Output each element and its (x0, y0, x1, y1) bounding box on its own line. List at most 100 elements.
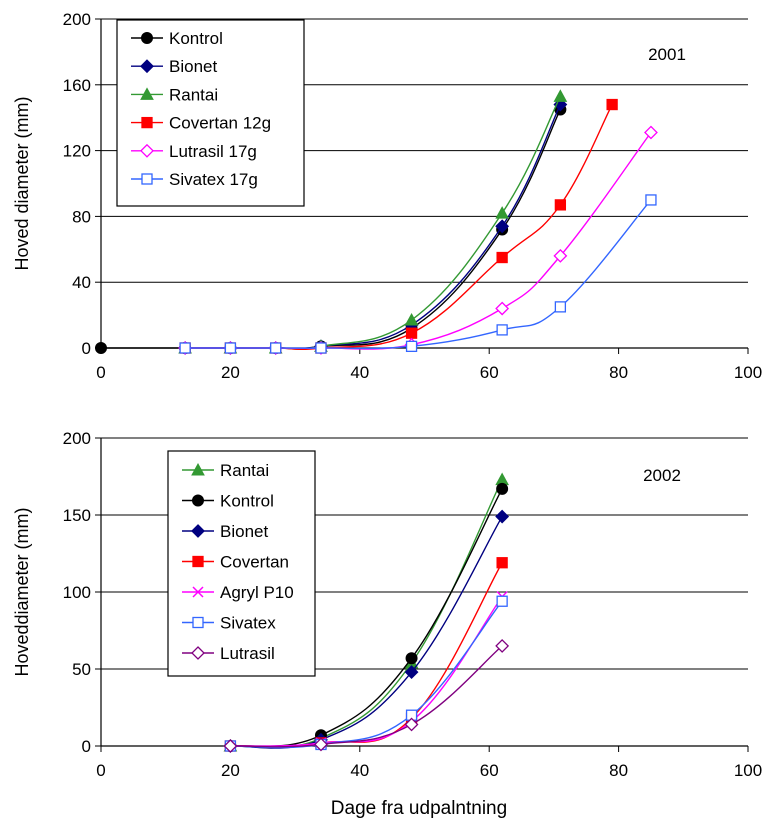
series-line (230, 645, 503, 748)
marker (496, 557, 508, 569)
x-tick-label: 60 (480, 363, 499, 382)
y-axis-label: Hoveddiameter (mm) (12, 507, 32, 676)
x-tick-label: 80 (609, 363, 628, 382)
marker (645, 194, 657, 206)
legend-label: Agryl P10 (220, 583, 294, 602)
legend-label: Rantai (169, 85, 218, 104)
marker (554, 199, 567, 211)
marker (495, 509, 510, 524)
marker (191, 646, 205, 660)
y-tick-label: 50 (72, 660, 91, 679)
y-tick-label: 150 (63, 506, 91, 525)
x-tick-label: 100 (734, 363, 762, 382)
marker (553, 248, 568, 263)
legend-label: Lutrasil 17g (169, 142, 257, 161)
legend-item: Bionet (182, 522, 268, 541)
legend-label: Covertan 12g (169, 114, 271, 133)
marker (95, 342, 107, 354)
legend-item: Bionet (131, 57, 217, 76)
y-tick-label: 120 (63, 142, 91, 161)
marker (191, 524, 205, 538)
legend-item: Sivatex (182, 614, 276, 633)
marker (141, 32, 153, 44)
legend-label: Sivatex (220, 614, 276, 633)
year-annotation: 2002 (643, 466, 681, 485)
legend-label: Rantai (220, 461, 269, 480)
x-tick-label: 20 (221, 761, 240, 780)
marker (140, 59, 154, 74)
marker (405, 652, 418, 665)
legend-label: Covertan (220, 553, 289, 572)
marker (192, 494, 204, 507)
marker (404, 717, 419, 732)
marker (191, 462, 205, 476)
legend-label: Bionet (220, 522, 268, 541)
marker (404, 312, 419, 326)
legend-item: Lutrasil 17g (131, 142, 257, 161)
legend: Rantai Kontrol Bionet Covertan Agryl P10 Siva… (167, 450, 316, 677)
legend-item: Covertan 12g (131, 114, 271, 133)
marker (179, 342, 191, 354)
legend-item: Kontrol (182, 492, 274, 511)
marker (192, 555, 204, 568)
marker (192, 616, 204, 629)
x-tick-label: 100 (734, 761, 762, 780)
chart-2001: 0 40 80 120 160 200 0 20 40 60 80 100 Hoved diameter… (12, 10, 762, 382)
marker (404, 665, 419, 679)
marker (496, 251, 508, 264)
x-tick-label: 40 (350, 761, 369, 780)
x-axis-label: Dage fra udpalntning (331, 798, 507, 819)
legend-label: Bionet (169, 57, 217, 76)
marker (140, 143, 154, 158)
legend: Kontrol Bionet Rantai Covertan 12g Lutrasil … (116, 19, 305, 207)
y-axis-label: Hoved diameter (mm) (12, 96, 32, 270)
x-tick-label: 0 (96, 761, 105, 780)
y-tick-label: 0 (82, 737, 91, 756)
x-tick-label: 60 (480, 761, 499, 780)
legend-label: Lutrasil (220, 644, 275, 663)
y-tick-label: 200 (63, 429, 91, 448)
legend-item: Agryl P10 (182, 583, 294, 602)
y-tick-label: 80 (72, 207, 91, 226)
y-tick-label: 200 (63, 10, 91, 29)
legend-item: Kontrol (131, 29, 223, 48)
chart-2002: 0 50 100 150 200 0 20 40 60 80 100 Hoveddiameter (m… (12, 429, 762, 780)
marker (405, 340, 418, 353)
series-lutrasil (223, 638, 510, 753)
legend-item: Sivatex 17g (131, 170, 258, 189)
marker (495, 206, 509, 219)
marker (270, 342, 282, 354)
marker (223, 739, 238, 753)
marker (554, 301, 567, 313)
marker (192, 586, 204, 598)
marker (315, 342, 327, 354)
marker (405, 327, 418, 339)
x-tick-label: 20 (221, 363, 240, 382)
marker (495, 219, 510, 234)
marker (495, 638, 510, 653)
marker (141, 116, 153, 129)
series-sivatex-17g (179, 194, 657, 354)
series-line (185, 199, 652, 350)
legend-item: Lutrasil (182, 644, 275, 663)
marker (553, 89, 568, 102)
marker (606, 98, 618, 111)
marker (496, 482, 509, 495)
legend-item: Rantai (131, 85, 218, 104)
y-tick-label: 0 (82, 339, 91, 358)
legend-item: Rantai (182, 461, 269, 480)
y-tick-label: 160 (63, 76, 91, 95)
marker (141, 173, 153, 185)
marker (224, 342, 237, 354)
legend-item: Covertan (182, 553, 289, 572)
marker (496, 324, 508, 336)
year-annotation: 2001 (648, 45, 686, 64)
y-tick-label: 100 (63, 583, 91, 602)
x-tick-label: 80 (609, 761, 628, 780)
marker (644, 125, 658, 140)
marker (496, 595, 508, 607)
y-tick-label: 40 (72, 273, 91, 292)
x-tick-label: 40 (350, 363, 369, 382)
legend-label: Kontrol (220, 492, 274, 511)
